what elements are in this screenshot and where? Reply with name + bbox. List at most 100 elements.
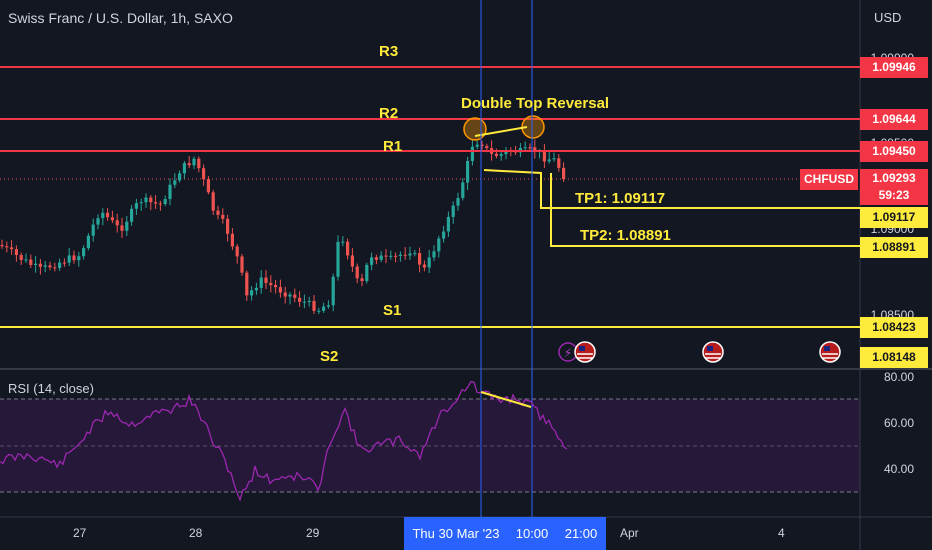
candle-body [547, 159, 551, 162]
top-marker-1[interactable] [463, 117, 487, 141]
candle-body [182, 163, 186, 174]
candle-body [355, 266, 359, 279]
candle-body [451, 205, 455, 217]
candle-body [178, 173, 182, 181]
candle-body [106, 212, 110, 218]
candle-body [101, 212, 105, 219]
candle-body [336, 241, 340, 277]
candle-body [120, 225, 124, 231]
tp1-line[interactable] [483, 169, 860, 209]
candle-body [389, 255, 393, 257]
candle-body [10, 247, 14, 250]
candle-body [24, 259, 28, 261]
event-icon-us-flag-2[interactable] [702, 341, 724, 363]
candle-body [226, 218, 230, 234]
candle-body [432, 251, 436, 258]
candle-body [437, 238, 441, 252]
s2-price-tag[interactable]: 1.08148 [860, 347, 928, 368]
candle-body [379, 255, 383, 260]
candle-body [504, 150, 508, 155]
candle-body [456, 197, 460, 206]
candle-body [370, 257, 374, 265]
candle-body [115, 220, 119, 226]
candle-body [197, 158, 201, 169]
rsi-divergence-line[interactable] [480, 391, 532, 408]
tp2-label[interactable]: TP2: 1.08891 [580, 227, 671, 244]
candle-body [154, 202, 158, 204]
candle-body [72, 255, 76, 261]
candle-body [523, 147, 527, 149]
candle-body [278, 287, 282, 293]
rsi-legend[interactable]: RSI (14, close) [8, 381, 94, 396]
candle-body [67, 255, 71, 263]
candle-body [43, 265, 47, 267]
candle-body [418, 253, 422, 265]
r1-label: R1 [383, 138, 403, 155]
tp2-line[interactable] [550, 173, 860, 247]
candle-body [125, 221, 129, 231]
candle-body [499, 154, 503, 156]
candle-body [130, 208, 134, 222]
tp1-label[interactable]: TP1: 1.09117 [575, 190, 666, 207]
tp2-price-tag[interactable]: 1.08891 [860, 237, 928, 258]
candle-body [322, 306, 326, 311]
r1-price-tag[interactable]: 1.09450 [860, 141, 928, 162]
candle-body [403, 254, 407, 256]
candle-body [413, 253, 417, 255]
candle-body [494, 153, 498, 156]
candle-body [470, 146, 474, 161]
candle-body [235, 246, 239, 257]
rsi-tick: 40.00 [883, 462, 914, 476]
candle-body [144, 197, 148, 203]
candle-body [346, 241, 350, 256]
r2-label: R2 [379, 105, 399, 122]
current-price: 1.09293 [872, 171, 916, 185]
candle-body [216, 210, 220, 215]
candle-body [29, 259, 33, 265]
candle-body [552, 158, 556, 160]
r2-price-tag[interactable]: 1.09644 [860, 109, 928, 130]
candle-body [254, 287, 258, 291]
candle-body [245, 272, 249, 296]
symbol-tag: CHFUSD [800, 169, 858, 190]
chart-title: Swiss Franc / U.S. Dollar, 1h, SAXO [8, 10, 233, 26]
candle-body [562, 167, 566, 180]
double-top-line[interactable] [474, 126, 528, 137]
tp1-price-tag[interactable]: 1.09117 [860, 207, 928, 228]
candle-body [274, 285, 278, 288]
candle-body [206, 179, 210, 193]
time-label-selected-time: 10:00 [508, 517, 556, 550]
candle-body [211, 192, 215, 211]
time-label-next: 21:00 [556, 517, 606, 550]
candle-body [298, 297, 302, 302]
pattern-label[interactable]: Double Top Reversal [461, 95, 610, 112]
time-tick: 29 [306, 526, 320, 540]
candle-body [480, 144, 484, 147]
candle-body [192, 158, 196, 166]
s1-price-tag[interactable]: 1.08423 [860, 317, 928, 338]
candle-body [374, 257, 378, 260]
candle-body [82, 248, 86, 257]
candle-body [408, 253, 412, 256]
candle-body [326, 305, 330, 307]
time-tick: 27 [73, 526, 87, 540]
s1-label: S1 [383, 302, 402, 319]
candle-body [302, 301, 306, 303]
candle-body [398, 254, 402, 256]
event-icon-us-flag-3[interactable] [819, 341, 841, 363]
event-icon-us-flag-1[interactable] [574, 341, 596, 363]
candle-body [317, 310, 321, 312]
candle-body [86, 235, 90, 249]
candle-body [461, 182, 465, 198]
candle-body [34, 263, 38, 265]
candle-body [288, 294, 292, 297]
r3-price-tag[interactable]: 1.09946 [860, 57, 928, 78]
candle-body [187, 163, 191, 166]
candle-body [19, 254, 23, 260]
candle-body [475, 144, 479, 147]
time-label-selected-date: Thu 30 Mar '23 [404, 517, 508, 550]
candle-body [149, 197, 153, 203]
r3-label: R3 [379, 43, 399, 60]
candle-body [365, 264, 369, 282]
